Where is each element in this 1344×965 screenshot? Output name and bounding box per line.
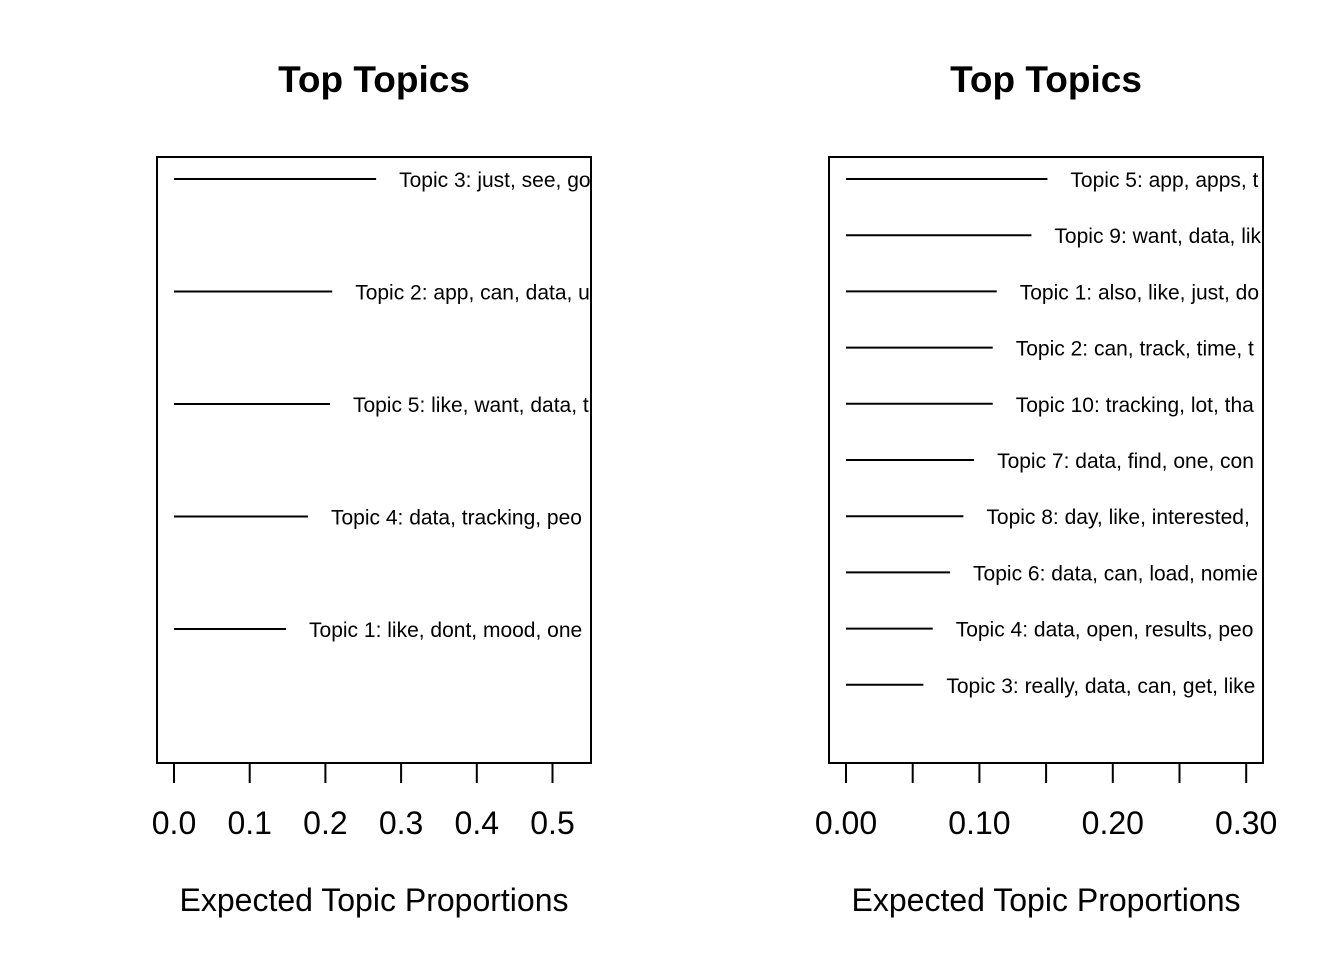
topic-label: Topic 5: app, apps, t xyxy=(1070,169,1258,192)
topic-label: Topic 2: app, can, data, u xyxy=(355,282,590,305)
x-axis: 0.0 0.1 0.2 0.3 0.4 0.5 xyxy=(152,762,575,841)
topic-label: Topic 8: day, like, interested, xyxy=(986,506,1249,529)
x-tick-label: 0.4 xyxy=(455,805,499,841)
x-tick-label: 0.2 xyxy=(303,805,347,841)
chart-panel-left: Top Topics Topic 3: just, see, go Topic 2… xyxy=(152,59,592,918)
x-axis-label: Expected Topic Proportions xyxy=(180,882,569,918)
topic-label: Topic 6: data, can, load, nomie xyxy=(973,562,1258,585)
x-tick-label: 0.30 xyxy=(1215,805,1277,841)
x-tick-label: 0.00 xyxy=(815,805,877,841)
topic-label: Topic 3: really, data, can, get, like xyxy=(946,675,1255,698)
chart-title: Top Topics xyxy=(278,59,470,100)
topic-marks: Topic 3: just, see, go Topic 2: app, can,… xyxy=(174,169,591,642)
topic-label: Topic 7: data, find, one, con xyxy=(997,450,1254,473)
plot-frame xyxy=(156,156,592,764)
topic-label: Topic 2: can, track, time, t xyxy=(1016,338,1254,361)
x-tick-label: 0.10 xyxy=(948,805,1010,841)
x-tick-label: 0.20 xyxy=(1082,805,1144,841)
topic-label: Topic 3: just, see, go xyxy=(399,169,590,192)
x-axis-label: Expected Topic Proportions xyxy=(852,882,1241,918)
x-axis: 0.00 0.10 0.20 0.30 xyxy=(815,762,1277,841)
topic-label: Topic 10: tracking, lot, tha xyxy=(1016,394,1254,417)
topic-label: Topic 4: data, open, results, peo xyxy=(956,619,1254,642)
topic-label: Topic 4: data, tracking, peo xyxy=(331,507,582,530)
topic-marks: Topic 5: app, apps, t Topic 9: want, data… xyxy=(846,169,1262,698)
topic-label: Topic 1: also, like, just, do xyxy=(1020,281,1259,304)
topic-label: Topic 5: like, want, data, t xyxy=(353,394,589,417)
topic-label: Topic 9: want, data, lik xyxy=(1054,225,1261,248)
x-tick-label: 0.0 xyxy=(152,805,196,841)
chart-title: Top Topics xyxy=(950,59,1142,100)
x-tick-label: 0.5 xyxy=(530,805,574,841)
x-tick-label: 0.1 xyxy=(227,805,271,841)
chart-panel-right: Top Topics Topic 5: app, apps, t Topic 9:… xyxy=(815,59,1277,918)
x-tick-label: 0.3 xyxy=(379,805,423,841)
topic-label: Topic 1: like, dont, mood, one xyxy=(309,619,582,642)
